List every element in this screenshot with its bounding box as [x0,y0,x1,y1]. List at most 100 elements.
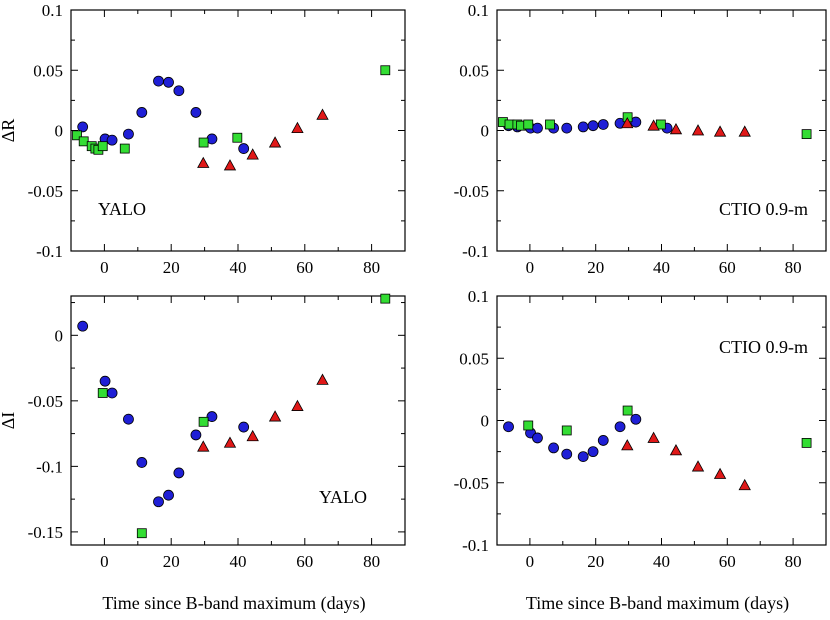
data-point-triangle [223,159,237,171]
panel-bottom-left: 0 20 40 60 80 -0.15 -0.1 -0.05 0 ΔI Time since B-b… [0,293,406,614]
data-point-circle [163,489,174,501]
panel-bottom-right: 0 20 40 60 80 -0.1 -0.05 0 0.05 0.1 Time since B-b… [454,287,827,614]
data-point-circle [532,122,543,134]
data-point-triangle [291,399,304,411]
x-tick-label: 40 [230,552,247,571]
x-tick-label: 40 [230,258,247,277]
data-point-square [136,528,147,539]
x-tick-label: 20 [587,258,604,277]
data-point-triangle [197,156,210,168]
panel-annotation: YALO [98,199,146,219]
y-tick-label: -0.05 [28,182,63,201]
data-point-square [380,293,391,304]
data-point-triangle [268,136,282,148]
x-tick-label: 80 [785,258,802,277]
data-point-circle [206,411,218,422]
x-axis-label: Time since B-band maximum (days) [102,593,365,614]
data-point-circle [532,432,543,444]
data-point-circle [587,120,599,132]
y-tick-label: 0.05 [459,349,489,368]
y-tick-label: 0.05 [33,61,63,80]
data-point-triangle [647,431,660,443]
data-point-circle [597,435,609,446]
data-point-triangle [197,440,210,452]
data-point-triangle [291,121,304,133]
data-point-triangle [621,116,634,129]
data-point-square [232,132,243,143]
data-point-triangle [669,444,683,456]
data-point-square [622,405,633,416]
y-tick-label: -0.1 [462,242,489,261]
data-point-square [97,388,108,398]
data-point-circle [99,375,111,387]
data-point-square [523,119,534,130]
y-tick-label: -0.1 [36,242,63,261]
data-point-square [545,119,555,130]
data-point-circle [587,446,599,458]
y-tick-label: 0 [55,122,64,141]
x-tick-label: 20 [587,552,604,571]
x-tick-label: 60 [296,258,313,277]
y-tick-label: 0.1 [42,1,63,20]
x-tick-label: 40 [653,258,670,277]
data-point-triangle [738,478,751,491]
data-point-circle [597,119,609,130]
panel-annotation: CTIO 0.9-m [719,337,808,357]
data-point-circle [238,143,250,154]
data-point-triangle [246,429,259,442]
data-point-triangle [246,148,259,160]
y-axis-label: ΔR [0,119,18,143]
data-point-circle [136,457,148,468]
x-axis-label: Time since B-band maximum (days) [526,593,789,614]
data-point-circle [153,496,164,508]
y-tick-label: 0.1 [468,1,489,20]
data-point-circle [173,467,185,479]
data-point-triangle [223,436,237,448]
y-tick-label: 0 [481,122,490,141]
plot-frame [70,295,406,546]
data-point-circle [630,413,642,425]
x-tick-label: 0 [100,552,109,571]
panel-annotation: YALO [319,487,367,507]
data-point-circle [106,134,118,146]
data-point-triangle [691,460,705,472]
data-point-triangle [713,467,727,479]
y-tick-label: 0.1 [468,287,489,306]
plot-frame [496,295,827,546]
data-point-circle [136,107,148,118]
data-point-square [801,438,812,448]
y-tick-label: -0.05 [454,182,489,201]
data-point-triangle [647,119,660,131]
data-point-triangle [738,125,751,137]
data-point-triangle [691,124,705,136]
y-axis-label: ΔI [0,412,18,430]
data-point-circle [577,451,589,463]
data-point-square [119,143,130,154]
data-point-circle [77,121,89,133]
data-point-circle [153,75,164,87]
data-point-square [198,137,209,148]
y-tick-label: 0.05 [459,61,489,80]
y-tick-label: 0 [481,412,490,431]
data-point-circle [123,128,134,140]
x-tick-label: 60 [296,552,313,571]
x-tick-label: 80 [785,552,802,571]
data-point-triangle [621,439,634,451]
data-point-circle [503,421,514,433]
data-point-square [380,65,391,76]
data-point-circle [190,107,202,118]
data-point-square [97,141,108,152]
data-point-square [801,129,812,140]
panel-top-left: 0 20 40 60 80 -0.1 -0.05 0 0.05 0.1 ΔR YALO [0,1,406,277]
data-point-square [72,130,82,141]
data-point-square [523,420,534,431]
data-point-circle [561,448,573,460]
data-point-circle [77,320,89,332]
data-point-triangle [316,373,329,385]
y-tick-label: -0.1 [462,536,489,555]
data-point-circle [614,421,626,433]
x-tick-label: 20 [163,552,180,571]
data-point-circle [548,442,559,454]
